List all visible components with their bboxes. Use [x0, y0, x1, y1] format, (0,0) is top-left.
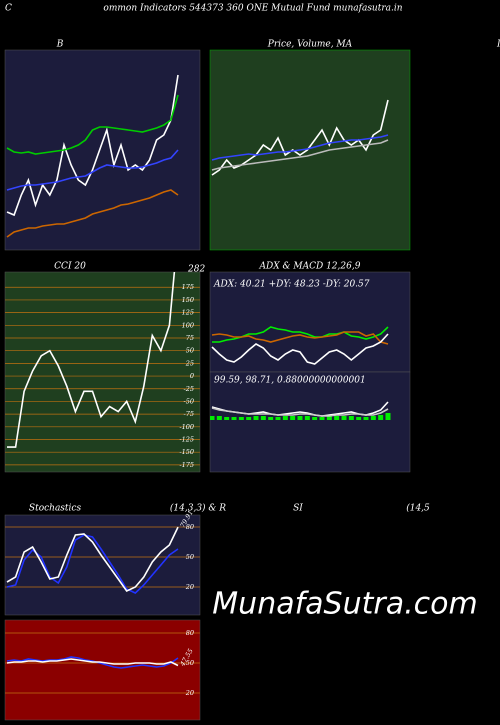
panel-subtitle: ADX: 40.21 +DY: 48.23 -DY: 20.57: [213, 280, 370, 290]
series-line: [6, 74, 179, 217]
histogram-bar: [334, 416, 340, 420]
y-tick-label: 125: [182, 309, 194, 317]
y-tick-label: 175: [182, 283, 194, 291]
series-line: [211, 407, 389, 417]
y-tick-label: 80: [186, 629, 194, 637]
histogram-bar: [297, 416, 303, 420]
histogram-bar: [216, 416, 222, 420]
plot: [6, 656, 179, 669]
histogram-bar: [348, 416, 354, 420]
y-tick-label: -175: [179, 461, 194, 469]
panel-title: CCI 20: [54, 262, 86, 272]
histogram-bar: [356, 417, 362, 420]
end-value-label: 282: [187, 265, 205, 275]
histogram-bar: [231, 417, 237, 420]
y-tick-label: 20: [185, 583, 194, 591]
panel-title: Price, Volume, MA: [267, 40, 353, 50]
y-tick-label: 25: [185, 359, 194, 367]
histogram-bar: [224, 417, 230, 420]
header-right: I: [496, 40, 500, 50]
plot: [6, 526, 179, 594]
plot: [6, 74, 179, 238]
histogram-bar: [260, 416, 266, 420]
panel-background: [4, 514, 201, 616]
histogram-bar: [341, 416, 347, 420]
y-tick-label: 75: [186, 334, 194, 342]
panel-subtitle: (14,5: [406, 503, 430, 514]
histogram-bar: [253, 416, 259, 420]
histogram-bar: [238, 417, 244, 420]
series-line: [6, 149, 179, 191]
histogram-bar: [282, 416, 288, 420]
plot: [211, 326, 389, 365]
plot: [211, 99, 389, 176]
histogram-bar: [246, 417, 252, 420]
series-line: [211, 134, 389, 161]
y-tick-label: -25: [184, 385, 194, 393]
y-tick-label: 80: [186, 523, 194, 531]
panel-title: Stochastics: [29, 504, 82, 514]
y-tick-label: 150: [182, 296, 194, 304]
histogram-bar: [268, 417, 274, 420]
y-tick-label: 20: [185, 689, 194, 697]
panel-background: [4, 619, 201, 721]
y-tick-label: 0: [190, 372, 194, 380]
series-line: [6, 189, 179, 238]
series-line: [211, 333, 389, 365]
panel-title: ADX & MACD 12,26,9: [259, 262, 361, 272]
histogram-bar: [290, 416, 296, 420]
histogram-bar: [363, 417, 369, 420]
plot: [7, 272, 176, 448]
histogram-bar: [275, 417, 281, 420]
header-left: C: [5, 4, 12, 14]
panel-background: [209, 49, 411, 251]
histogram-bar: [312, 417, 318, 420]
panel-title: B: [56, 40, 64, 50]
y-tick-label: 50: [186, 553, 194, 561]
histogram-bar: [319, 417, 325, 420]
y-tick-label: -125: [179, 436, 194, 444]
series-line: [211, 139, 389, 171]
panel-background: [4, 271, 201, 473]
panel-subtitle: 99.59, 98.71, 0.88000000000001: [214, 376, 366, 386]
panel-title: SI: [293, 504, 303, 514]
series-line: [6, 658, 179, 667]
series-line: [7, 272, 176, 448]
histogram-bar: [370, 416, 376, 420]
histogram-bar: [378, 415, 384, 420]
watermark: MunafaSutra.com: [212, 587, 477, 622]
series-line: [211, 331, 389, 345]
histogram-bar: [326, 416, 332, 420]
series-line: [6, 526, 179, 593]
y-tick-label: -75: [184, 410, 194, 418]
panel-background: [209, 371, 411, 473]
histogram-bar: [385, 413, 391, 420]
y-tick-label: 50: [186, 347, 194, 355]
series-line: [6, 94, 179, 155]
series-line: [6, 656, 179, 669]
panel-subtitle: (14,3,3) & R: [170, 503, 226, 514]
histogram-bar: [210, 416, 215, 420]
y-tick-label: -150: [179, 448, 194, 456]
y-tick-label: -100: [179, 423, 194, 431]
plot: [210, 401, 391, 420]
page-title: ommon Indicators 544373 360 ONE Mutual F…: [103, 4, 402, 14]
y-tick-label: 100: [182, 321, 194, 329]
histogram-bar: [304, 416, 310, 420]
y-tick-label: 50: [186, 659, 194, 667]
panel-background: [4, 49, 201, 251]
y-tick-label: -50: [184, 397, 194, 405]
